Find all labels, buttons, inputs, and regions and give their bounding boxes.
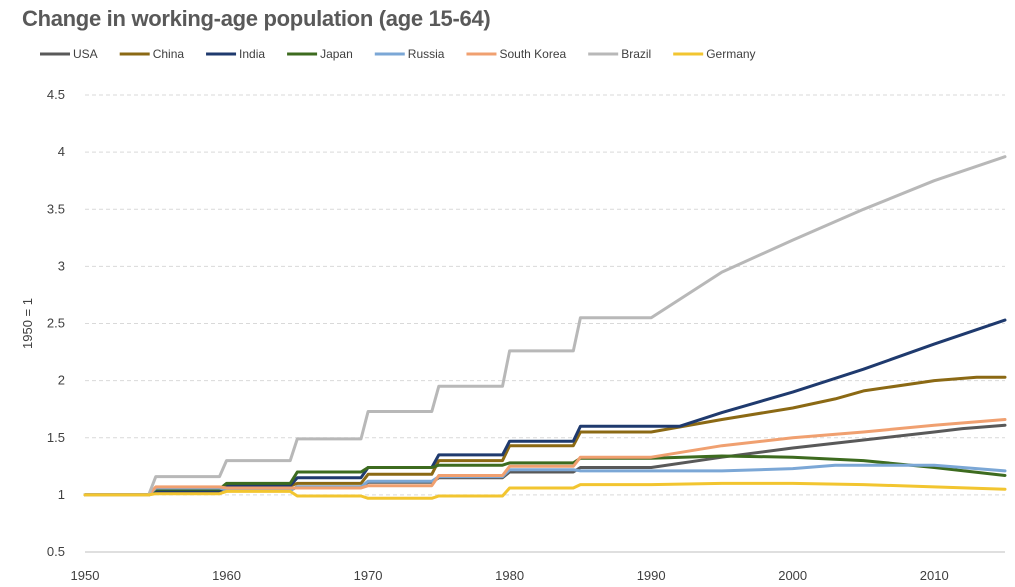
- y-tick-label: 2: [58, 373, 65, 388]
- x-tick-label: 1970: [354, 568, 383, 583]
- series-line-south-korea: [83, 418, 1007, 497]
- x-tick-label: 1960: [212, 568, 241, 583]
- x-tick-label: 1950: [71, 568, 100, 583]
- x-tick-label: 1990: [637, 568, 666, 583]
- x-tick-label: 2000: [778, 568, 807, 583]
- y-tick-label: 4.5: [47, 87, 65, 102]
- legend-entry-label: Brazil: [621, 47, 651, 61]
- y-tick-label: 3.5: [47, 201, 65, 216]
- x-tick-label: 2010: [920, 568, 949, 583]
- grid-lines: [85, 94, 1005, 553]
- series-line-germany: [83, 481, 1007, 500]
- legend-entry-label: Japan: [320, 47, 353, 61]
- tick-labels: 0.5 1 1.5 2 2.5 3 3.5 4 4.5 1950 1960 1970 1980 1990 2…: [47, 87, 949, 583]
- y-tick-label: 4: [58, 144, 65, 159]
- series-line-china: [83, 375, 1007, 497]
- legend-entry-label: India: [239, 47, 265, 61]
- legend-entry-label: USA: [73, 47, 98, 61]
- legend: USA China India Japan Russia South Korea Brazi…: [40, 47, 756, 61]
- y-tick-label: 3: [58, 258, 65, 273]
- legend-entry-label: Russia: [408, 47, 445, 61]
- y-tick-label: 1.5: [47, 430, 65, 445]
- y-tick-label: 2.5: [47, 316, 65, 331]
- y-axis-title: 1950 = 1: [20, 298, 35, 349]
- series-lines: [83, 155, 1007, 500]
- x-tick-label: 1980: [495, 568, 524, 583]
- legend-entry-label: China: [153, 47, 185, 61]
- chart-title: Change in working-age population (age 15…: [22, 6, 491, 31]
- legend-entry-label: Germany: [706, 47, 755, 61]
- series-line-brazil: [83, 155, 1007, 497]
- y-tick-label: 1: [58, 487, 65, 502]
- y-tick-label: 0.5: [47, 544, 65, 559]
- legend-entry-label: South Korea: [499, 47, 566, 61]
